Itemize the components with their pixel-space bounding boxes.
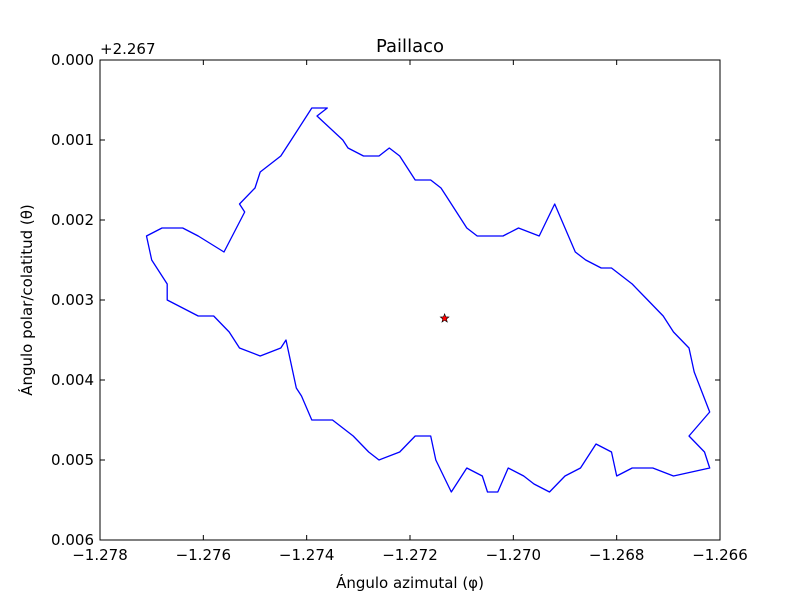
tick-labels: −1.278 −1.276 −1.274 −1.272 −1.270 −1.268 −1.2… [51, 51, 748, 564]
y-tick-label: 0.000 [51, 51, 94, 69]
y-tick-label: 0.004 [51, 371, 94, 389]
x-tick-label: −1.268 [589, 546, 645, 564]
y-tick-label: 0.003 [51, 291, 94, 309]
plot-content [145, 107, 711, 493]
boundary-line [145, 107, 711, 493]
y-offset-label: +2.267 [100, 40, 156, 58]
x-axis-title: Ángulo azimutal (φ) [336, 573, 484, 592]
x-tick-label: −1.270 [486, 546, 542, 564]
y-tick-label: 0.002 [51, 211, 94, 229]
axis-ticks [99, 59, 721, 541]
x-tick-label: −1.276 [176, 546, 232, 564]
x-tick-label: −1.274 [279, 546, 335, 564]
x-tick-label: −1.272 [382, 546, 438, 564]
x-tick-label: −1.266 [692, 546, 748, 564]
y-tick-label: 0.005 [51, 451, 94, 469]
y-tick-label: 0.006 [51, 531, 94, 549]
chart-title: Paillaco [376, 36, 444, 57]
y-tick-label: 0.001 [51, 131, 94, 149]
y-axis-title: Ángulo polar/colatitud (θ) [17, 204, 36, 396]
x-tick-label: −1.278 [72, 546, 128, 564]
center-star-marker [439, 313, 450, 323]
